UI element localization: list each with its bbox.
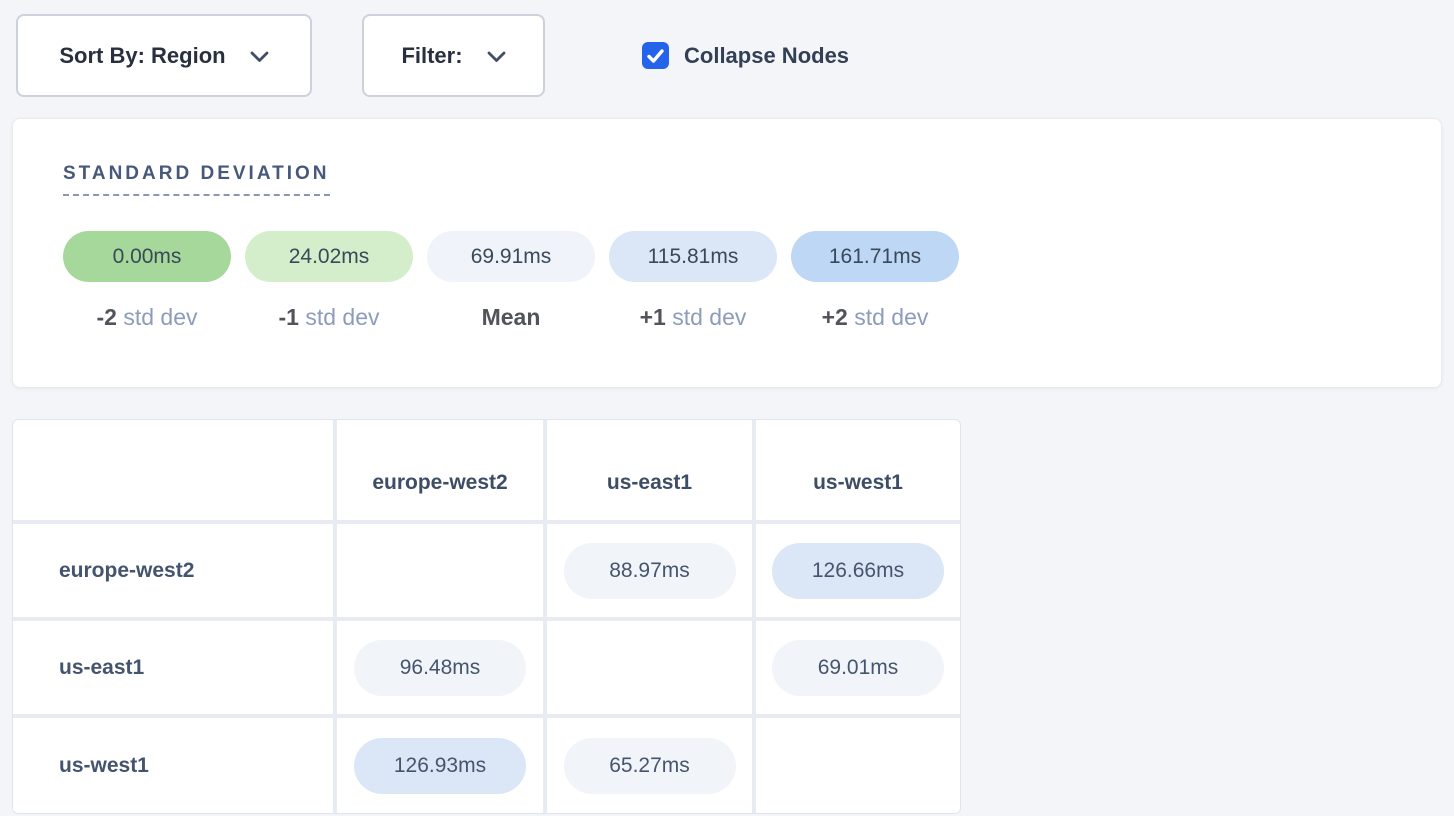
legend-pill-minus2: 0.00ms <box>63 231 231 282</box>
matrix-cell-empty <box>547 621 752 714</box>
matrix-cell[interactable]: 88.97ms <box>547 524 752 617</box>
matrix-cell[interactable]: 126.66ms <box>756 524 960 617</box>
row-header-us-west1: us-west1 <box>13 718 333 813</box>
latency-matrix-table: europe-west2 us-east1 us-west1 europe-we… <box>12 419 961 814</box>
latency-value-pill: 69.01ms <box>772 639 944 696</box>
latency-value-pill: 65.27ms <box>563 737 736 794</box>
standard-deviation-title: STANDARD DEVIATION <box>63 163 330 196</box>
row-header-us-east1: us-east1 <box>13 621 333 714</box>
collapse-nodes-toggle[interactable]: Collapse Nodes <box>642 42 849 69</box>
legend-pill-row: 0.00ms 24.02ms 69.91ms 115.81ms 161.71ms <box>63 231 1441 282</box>
collapse-nodes-checkbox[interactable] <box>642 42 669 69</box>
latency-value-pill: 96.48ms <box>354 639 526 696</box>
column-header-europe-west2: europe-west2 <box>337 420 543 520</box>
matrix-cell-empty <box>337 524 543 617</box>
legend-label-row: -2 std dev -1 std dev Mean +1 std dev +2… <box>63 304 1441 331</box>
sort-by-label: Sort By: Region <box>59 42 226 68</box>
filter-dropdown[interactable]: Filter: <box>362 14 545 97</box>
checkmark-icon <box>647 48 664 63</box>
collapse-nodes-label: Collapse Nodes <box>684 42 850 68</box>
chevron-down-icon <box>487 51 506 63</box>
latency-value-pill: 88.97ms <box>563 542 736 599</box>
row-header-europe-west2: europe-west2 <box>13 524 333 617</box>
matrix-cell[interactable]: 96.48ms <box>337 621 543 714</box>
matrix-cell-empty <box>756 718 960 813</box>
column-header-us-east1: us-east1 <box>547 420 752 520</box>
legend-label-plus2: +2 std dev <box>821 304 929 330</box>
filter-label: Filter: <box>401 42 463 68</box>
sort-by-dropdown[interactable]: Sort By: Region <box>16 14 312 97</box>
column-header-us-west1: us-west1 <box>756 420 960 520</box>
matrix-corner-cell <box>13 420 333 520</box>
toolbar: Sort By: Region Filter: Collapse Nodes <box>0 0 1454 97</box>
chevron-down-icon <box>250 51 269 63</box>
legend-pill-plus1: 115.81ms <box>609 231 777 282</box>
matrix-cell[interactable]: 126.93ms <box>337 718 543 813</box>
latency-value-pill: 126.66ms <box>772 542 944 599</box>
legend-label-minus1: -1 std dev <box>278 304 380 330</box>
matrix-cell[interactable]: 69.01ms <box>756 621 960 714</box>
legend-label-mean: Mean <box>481 304 541 330</box>
latency-value-pill: 126.93ms <box>354 737 526 794</box>
legend-pill-plus2: 161.71ms <box>791 231 959 282</box>
legend-pill-mean: 69.91ms <box>427 231 595 282</box>
legend-label-plus1: +1 std dev <box>639 304 747 330</box>
matrix-cell[interactable]: 65.27ms <box>547 718 752 813</box>
legend-label-minus2: -2 std dev <box>96 304 198 330</box>
legend-pill-minus1: 24.02ms <box>245 231 413 282</box>
standard-deviation-card: STANDARD DEVIATION 0.00ms 24.02ms 69.91m… <box>12 118 1442 388</box>
